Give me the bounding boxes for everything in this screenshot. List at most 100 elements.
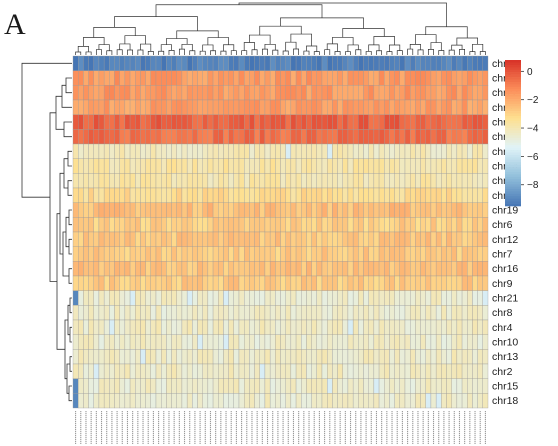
heatmap-cell (456, 143, 463, 159)
heatmap-cell (342, 305, 349, 321)
heatmap-cell (161, 158, 167, 174)
heatmap-cell (461, 393, 468, 409)
heatmap-cell (482, 70, 489, 86)
heatmap-cell (275, 99, 281, 115)
heatmap-cell (435, 173, 442, 189)
heatmap-cell (404, 217, 411, 233)
heatmap-cell (461, 129, 468, 145)
heatmap-cell (78, 55, 84, 71)
heatmap-cell (254, 334, 260, 350)
heatmap-cell (135, 231, 141, 247)
heatmap-cell (446, 143, 452, 159)
heatmap-cell (145, 349, 151, 365)
heatmap-cell (363, 334, 369, 350)
heatmap-cell (301, 202, 307, 218)
heatmap-cell (290, 305, 297, 321)
dendrogram-branch (220, 50, 227, 55)
heatmap-cell (441, 334, 447, 350)
colorbar-segment (505, 150, 521, 153)
dendrogram-branch (68, 209, 72, 226)
dendrogram-branch (67, 180, 72, 196)
heatmap-cell (197, 334, 203, 350)
heatmap-cell (249, 290, 255, 306)
heatmap-cell (306, 246, 312, 262)
colorbar-segment (505, 123, 521, 126)
heatmap-cell (202, 202, 209, 218)
heatmap-cell (124, 217, 131, 233)
heatmap-cell (129, 231, 136, 247)
heatmap-cell (352, 334, 359, 350)
heatmap-cell (109, 55, 115, 71)
heatmap-cell (88, 202, 94, 218)
heatmap-cell (441, 290, 447, 306)
heatmap-cell (223, 305, 229, 321)
heatmap-cell (119, 275, 126, 291)
heatmap-cell (238, 129, 245, 145)
heatmap-cell (254, 114, 260, 130)
heatmap-cell (384, 173, 390, 189)
heatmap-cell (166, 378, 172, 394)
heatmap-cell (394, 55, 400, 71)
colorbar-segment (505, 72, 521, 75)
heatmap-cell (93, 275, 100, 291)
heatmap-cell (83, 114, 89, 130)
heatmap-cell (233, 261, 240, 277)
heatmap-cell (103, 334, 110, 350)
heatmap-cell (410, 275, 416, 291)
heatmap-cell (342, 231, 349, 247)
heatmap-cell (456, 158, 463, 174)
heatmap-cell (254, 187, 260, 203)
heatmap-cell (306, 393, 312, 409)
colorbar-segment (505, 130, 521, 134)
heatmap-cell (135, 85, 141, 101)
heatmap-cell (399, 158, 406, 174)
heatmap-cell (477, 290, 483, 306)
heatmap-cell (456, 202, 463, 218)
heatmap-cell (467, 55, 473, 71)
heatmap-cell (347, 319, 354, 335)
heatmap-cell (140, 85, 146, 101)
heatmap-cell (435, 70, 442, 86)
heatmap-cell (430, 85, 437, 101)
heatmap-cell (161, 319, 167, 335)
heatmap-cell (352, 231, 359, 247)
heatmap-cell (218, 217, 224, 233)
heatmap-cell (373, 202, 380, 218)
heatmap-cell (363, 305, 369, 321)
heatmap-cell (124, 275, 131, 291)
heatmap-cell (98, 202, 105, 218)
heatmap-cell (430, 143, 437, 159)
heatmap-cell (467, 246, 473, 262)
heatmap-cell (103, 143, 110, 159)
heatmap-cell (124, 290, 131, 306)
heatmap-cell (472, 393, 478, 409)
heatmap-cell (197, 158, 203, 174)
heatmap-cell (233, 334, 240, 350)
heatmap-cell (316, 55, 323, 71)
heatmap-cell (197, 55, 203, 71)
heatmap-cell (456, 217, 463, 233)
heatmap-cell (72, 393, 79, 409)
dendrogram-branch (469, 51, 476, 55)
heatmap-cell (218, 393, 224, 409)
heatmap-cell (389, 173, 395, 189)
heatmap-cell (373, 363, 380, 379)
heatmap-cell (415, 99, 421, 115)
heatmap-cell (135, 114, 141, 130)
heatmap-cell (238, 114, 245, 130)
heatmap-cell (301, 55, 307, 71)
dendrogram-branch (68, 385, 72, 402)
heatmap-cell (124, 129, 131, 145)
heatmap-cell (249, 231, 255, 247)
heatmap-cell (176, 334, 183, 350)
heatmap-cell (135, 334, 141, 350)
heatmap-cell (327, 290, 333, 306)
heatmap-cell (93, 187, 100, 203)
heatmap-cell (254, 363, 260, 379)
heatmap-cell (389, 202, 395, 218)
colorbar-segment (505, 67, 521, 71)
heatmap-cell (186, 305, 193, 321)
heatmap-cell (482, 290, 489, 306)
heatmap-cell (269, 349, 276, 365)
heatmap-cell (161, 99, 167, 115)
